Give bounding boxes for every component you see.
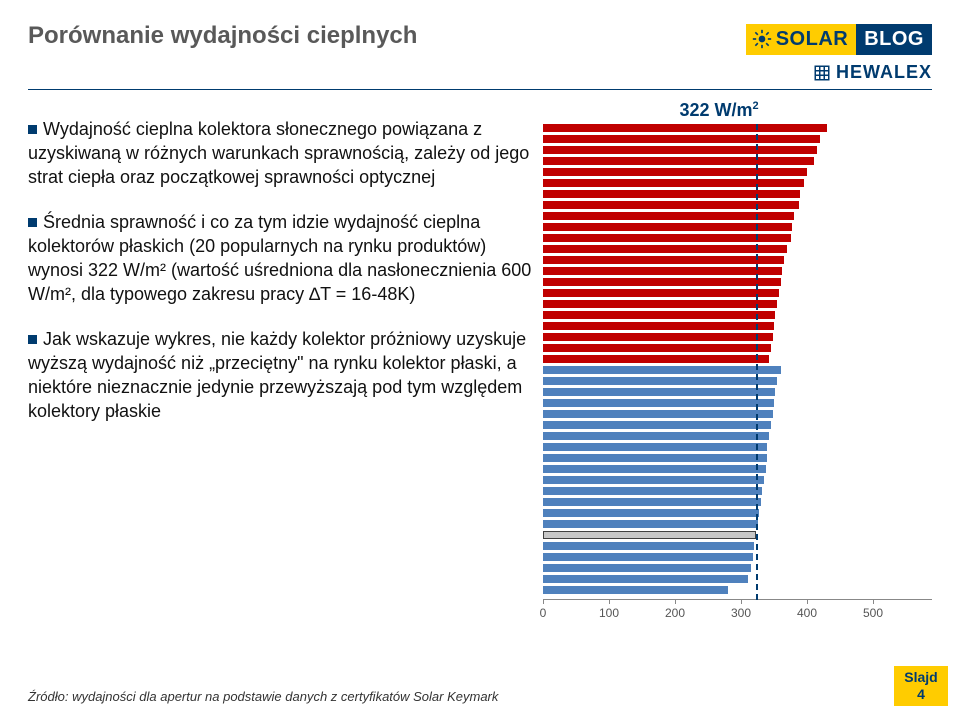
- bullet-item: Wydajność cieplna kolektora słonecznego …: [28, 118, 533, 189]
- chart-bar: [543, 256, 784, 264]
- axis-tick-mark: [609, 599, 610, 604]
- bullet-marker: [28, 125, 37, 134]
- chart-bar: [543, 322, 774, 330]
- hewalex-text: HEWALEX: [836, 62, 932, 83]
- axis-tick-label: 300: [731, 606, 751, 620]
- page-title: Porównanie wydajności cieplnych: [28, 22, 417, 50]
- content-row: Wydajność cieplna kolektora słonecznego …: [28, 118, 932, 628]
- chart-bar: [543, 234, 791, 242]
- axis-tick-label: 0: [540, 606, 547, 620]
- chart-reference-line: [756, 124, 758, 600]
- bullet-item: Średnia sprawność i co za tym idzie wyda…: [28, 211, 533, 306]
- chart-bar: [543, 476, 764, 484]
- chart-bar: [543, 135, 820, 143]
- axis-tick-label: 100: [599, 606, 619, 620]
- solar-label-box: SOLAR: [746, 24, 857, 55]
- bullet-marker: [28, 218, 37, 227]
- slide-number: 4: [917, 686, 925, 703]
- chart-bar: [543, 454, 767, 462]
- bullets-column: Wydajność cieplna kolektora słonecznego …: [28, 118, 533, 628]
- header: Porównanie wydajności cieplnych SOLAR: [28, 22, 932, 83]
- axis-tick-mark: [675, 599, 676, 604]
- header-divider: [28, 89, 932, 90]
- chart-bar: [543, 421, 771, 429]
- hewalex-icon: [813, 64, 831, 82]
- chart-bar: [543, 344, 771, 352]
- chart-bar: [543, 201, 799, 209]
- bullet-text: Średnia sprawność i co za tym idzie wyda…: [28, 212, 531, 303]
- chart-bar: [543, 531, 756, 539]
- solar-text: SOLAR: [776, 28, 849, 51]
- chart-bar: [543, 564, 751, 572]
- axis-tick-label: 500: [863, 606, 883, 620]
- chart-bar: [543, 542, 754, 550]
- chart-container: 322 W/m2 0100200300400500: [543, 118, 932, 628]
- chart-bar: [543, 355, 769, 363]
- bullet-content: Jak wskazuje wykres, nie każdy kolektor …: [28, 329, 526, 420]
- axis-tick-mark: [807, 599, 808, 604]
- hewalex-logo: HEWALEX: [813, 62, 932, 83]
- chart-bar: [543, 311, 775, 319]
- bullet-marker: [28, 335, 37, 344]
- chart-bar: [543, 267, 782, 275]
- chart-bar: [543, 509, 759, 517]
- chart-bar: [543, 575, 748, 583]
- chart-bar: [543, 465, 766, 473]
- axis-tick-label: 400: [797, 606, 817, 620]
- chart-bar: [543, 146, 817, 154]
- bullet-text: Wydajność cieplna kolektora słonecznego …: [28, 119, 529, 187]
- chart-reference-label: 322 W/m2: [680, 100, 759, 121]
- solarblog-logo: SOLAR BLOG: [746, 22, 932, 56]
- axis-tick-mark: [741, 599, 742, 604]
- footer-source: Źródło: wydajności dla apertur na podsta…: [28, 689, 498, 704]
- chart-bar: [543, 487, 762, 495]
- logo-block: SOLAR BLOG HEWALEX: [746, 22, 932, 83]
- chart-bar: [543, 300, 777, 308]
- chart-bar: [543, 399, 774, 407]
- chart-bar: [543, 289, 779, 297]
- chart-bar: [543, 520, 758, 528]
- chart-bar: [543, 498, 761, 506]
- chart-bar: [543, 366, 781, 374]
- slide-number-badge: Slajd 4: [894, 666, 948, 706]
- chart-bar: [543, 157, 814, 165]
- bullet-text: Jak wskazuje wykres, nie każdy kolektor …: [28, 329, 526, 420]
- bullet-content: Średnia sprawność i co za tym idzie wyda…: [28, 212, 531, 303]
- bullet-item: Jak wskazuje wykres, nie każdy kolektor …: [28, 328, 533, 423]
- chart-bar: [543, 245, 787, 253]
- chart-plot-area: [543, 124, 932, 600]
- chart-bar: [543, 168, 807, 176]
- axis-tick-label: 200: [665, 606, 685, 620]
- chart-bar: [543, 586, 728, 594]
- chart-bar: [543, 377, 777, 385]
- blog-text: BLOG: [856, 24, 932, 55]
- chart-bar: [543, 190, 800, 198]
- axis-tick-mark: [543, 599, 544, 604]
- sun-icon: [752, 29, 772, 49]
- chart-bar: [543, 388, 775, 396]
- chart-bar: [543, 443, 767, 451]
- chart-bar: [543, 432, 769, 440]
- chart-bar: [543, 124, 827, 132]
- chart-bar: [543, 553, 753, 561]
- bullet-content: Wydajność cieplna kolektora słonecznego …: [28, 119, 529, 187]
- chart-bar: [543, 333, 773, 341]
- axis-tick-mark: [873, 599, 874, 604]
- chart-bar: [543, 278, 781, 286]
- chart-bar: [543, 410, 773, 418]
- chart-bar: [543, 179, 804, 187]
- slide-label: Slajd: [904, 669, 937, 686]
